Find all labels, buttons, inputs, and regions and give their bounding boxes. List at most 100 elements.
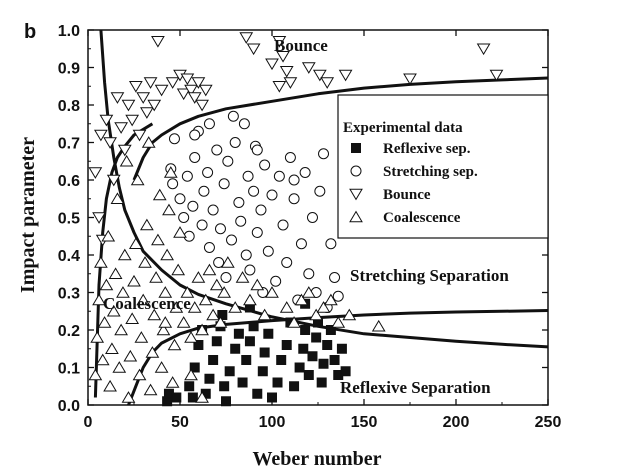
data-point — [189, 129, 201, 141]
data-point — [265, 286, 279, 298]
region-annotations: Bounce Stretching Separation Coalescence… — [103, 36, 509, 397]
data-point — [92, 212, 106, 224]
data-point — [97, 316, 112, 328]
data-point — [209, 278, 224, 291]
data-point — [132, 129, 147, 142]
data-point — [92, 293, 106, 306]
data-point — [145, 346, 160, 358]
data-point — [103, 137, 117, 149]
data-point — [114, 323, 128, 336]
data-point — [371, 319, 386, 332]
data-point — [181, 170, 193, 182]
y-axis: 0.0 0.1 0.2 0.3 0.4 0.5 0.6 0.7 0.8 0.9 1.0 — [58, 23, 548, 415]
legend-entry-label: Bounce — [383, 187, 431, 203]
legend-marker — [350, 165, 362, 177]
data-point — [259, 347, 270, 358]
data-point — [193, 340, 204, 350]
boundary-curve-1 — [132, 76, 549, 181]
data-point — [128, 80, 143, 93]
data-point — [220, 272, 232, 283]
data-point — [180, 286, 195, 298]
data-point — [90, 331, 105, 343]
annotation-coalescence: Coalescence — [103, 294, 191, 313]
data-point — [187, 392, 198, 403]
data-point — [248, 321, 259, 332]
data-point — [222, 155, 234, 167]
data-point — [173, 226, 187, 238]
data-point — [169, 301, 184, 313]
data-point — [128, 237, 143, 250]
data-point — [198, 84, 213, 97]
legend-marker — [351, 143, 361, 153]
x-tick-label: 100 — [259, 414, 286, 431]
data-point — [259, 159, 271, 171]
data-point — [272, 80, 287, 93]
y-tick-label: 0.5 — [58, 211, 80, 228]
data-point — [121, 391, 136, 403]
data-point — [318, 358, 329, 369]
data-point — [178, 212, 190, 223]
data-point — [257, 366, 268, 377]
data-point — [160, 248, 174, 261]
data-point — [331, 316, 346, 328]
data-point — [147, 99, 162, 112]
data-point — [316, 301, 331, 313]
data-point — [239, 32, 254, 44]
boundary-curves — [93, 29, 549, 406]
annotation-reflexive-separation: Reflexive Separation — [340, 378, 491, 397]
data-point — [277, 219, 289, 231]
data-point — [176, 316, 191, 328]
data-point — [233, 328, 244, 339]
data-point — [243, 293, 257, 306]
data-point — [206, 308, 220, 321]
series-bounce — [88, 32, 504, 247]
annotation-bounce: Bounce — [274, 36, 328, 55]
data-point — [250, 278, 265, 291]
data-point — [165, 77, 180, 89]
data-point — [235, 215, 247, 227]
y-tick-label: 0.6 — [58, 173, 80, 190]
data-points — [88, 32, 504, 407]
data-point — [283, 77, 298, 89]
data-point — [149, 271, 163, 283]
data-point — [242, 170, 254, 182]
data-point — [184, 84, 198, 97]
x-tick-label: 0 — [84, 414, 93, 431]
x-axis-title: Weber number — [252, 448, 381, 470]
annotation-stretching-separation: Stretching Separation — [350, 266, 509, 285]
y-tick-label: 1.0 — [58, 23, 80, 40]
data-point — [265, 58, 279, 71]
data-point — [165, 376, 180, 388]
data-point — [303, 268, 315, 280]
data-point — [318, 148, 330, 160]
data-point — [198, 185, 210, 197]
data-point — [262, 245, 274, 257]
data-point — [279, 301, 294, 313]
data-point — [117, 144, 132, 157]
data-point — [241, 355, 252, 365]
data-point — [110, 92, 125, 104]
data-point — [272, 377, 283, 388]
legend-entries: Reflexive sep. Stretching sep. Bounce Coale… — [349, 141, 478, 226]
data-point — [311, 332, 322, 343]
data-point — [187, 200, 199, 212]
x-tick-label: 50 — [171, 414, 189, 431]
data-point — [329, 272, 341, 283]
data-point — [141, 136, 156, 148]
data-point — [125, 312, 140, 325]
data-point — [207, 204, 219, 216]
panel-label: b — [24, 21, 36, 43]
legend: Experimental data Reflexive sep. Stretchi… — [337, 94, 549, 239]
data-point — [168, 133, 180, 145]
y-tick-label: 0.0 — [58, 398, 80, 415]
legend-entry-label: Coalescence — [383, 210, 461, 226]
data-point — [88, 368, 103, 381]
data-point — [121, 99, 136, 112]
data-point — [203, 118, 215, 130]
data-point — [294, 293, 309, 306]
y-tick-label: 0.2 — [58, 323, 80, 340]
data-point — [151, 35, 165, 48]
data-point — [191, 77, 206, 89]
series-stretching-sep — [165, 110, 344, 313]
